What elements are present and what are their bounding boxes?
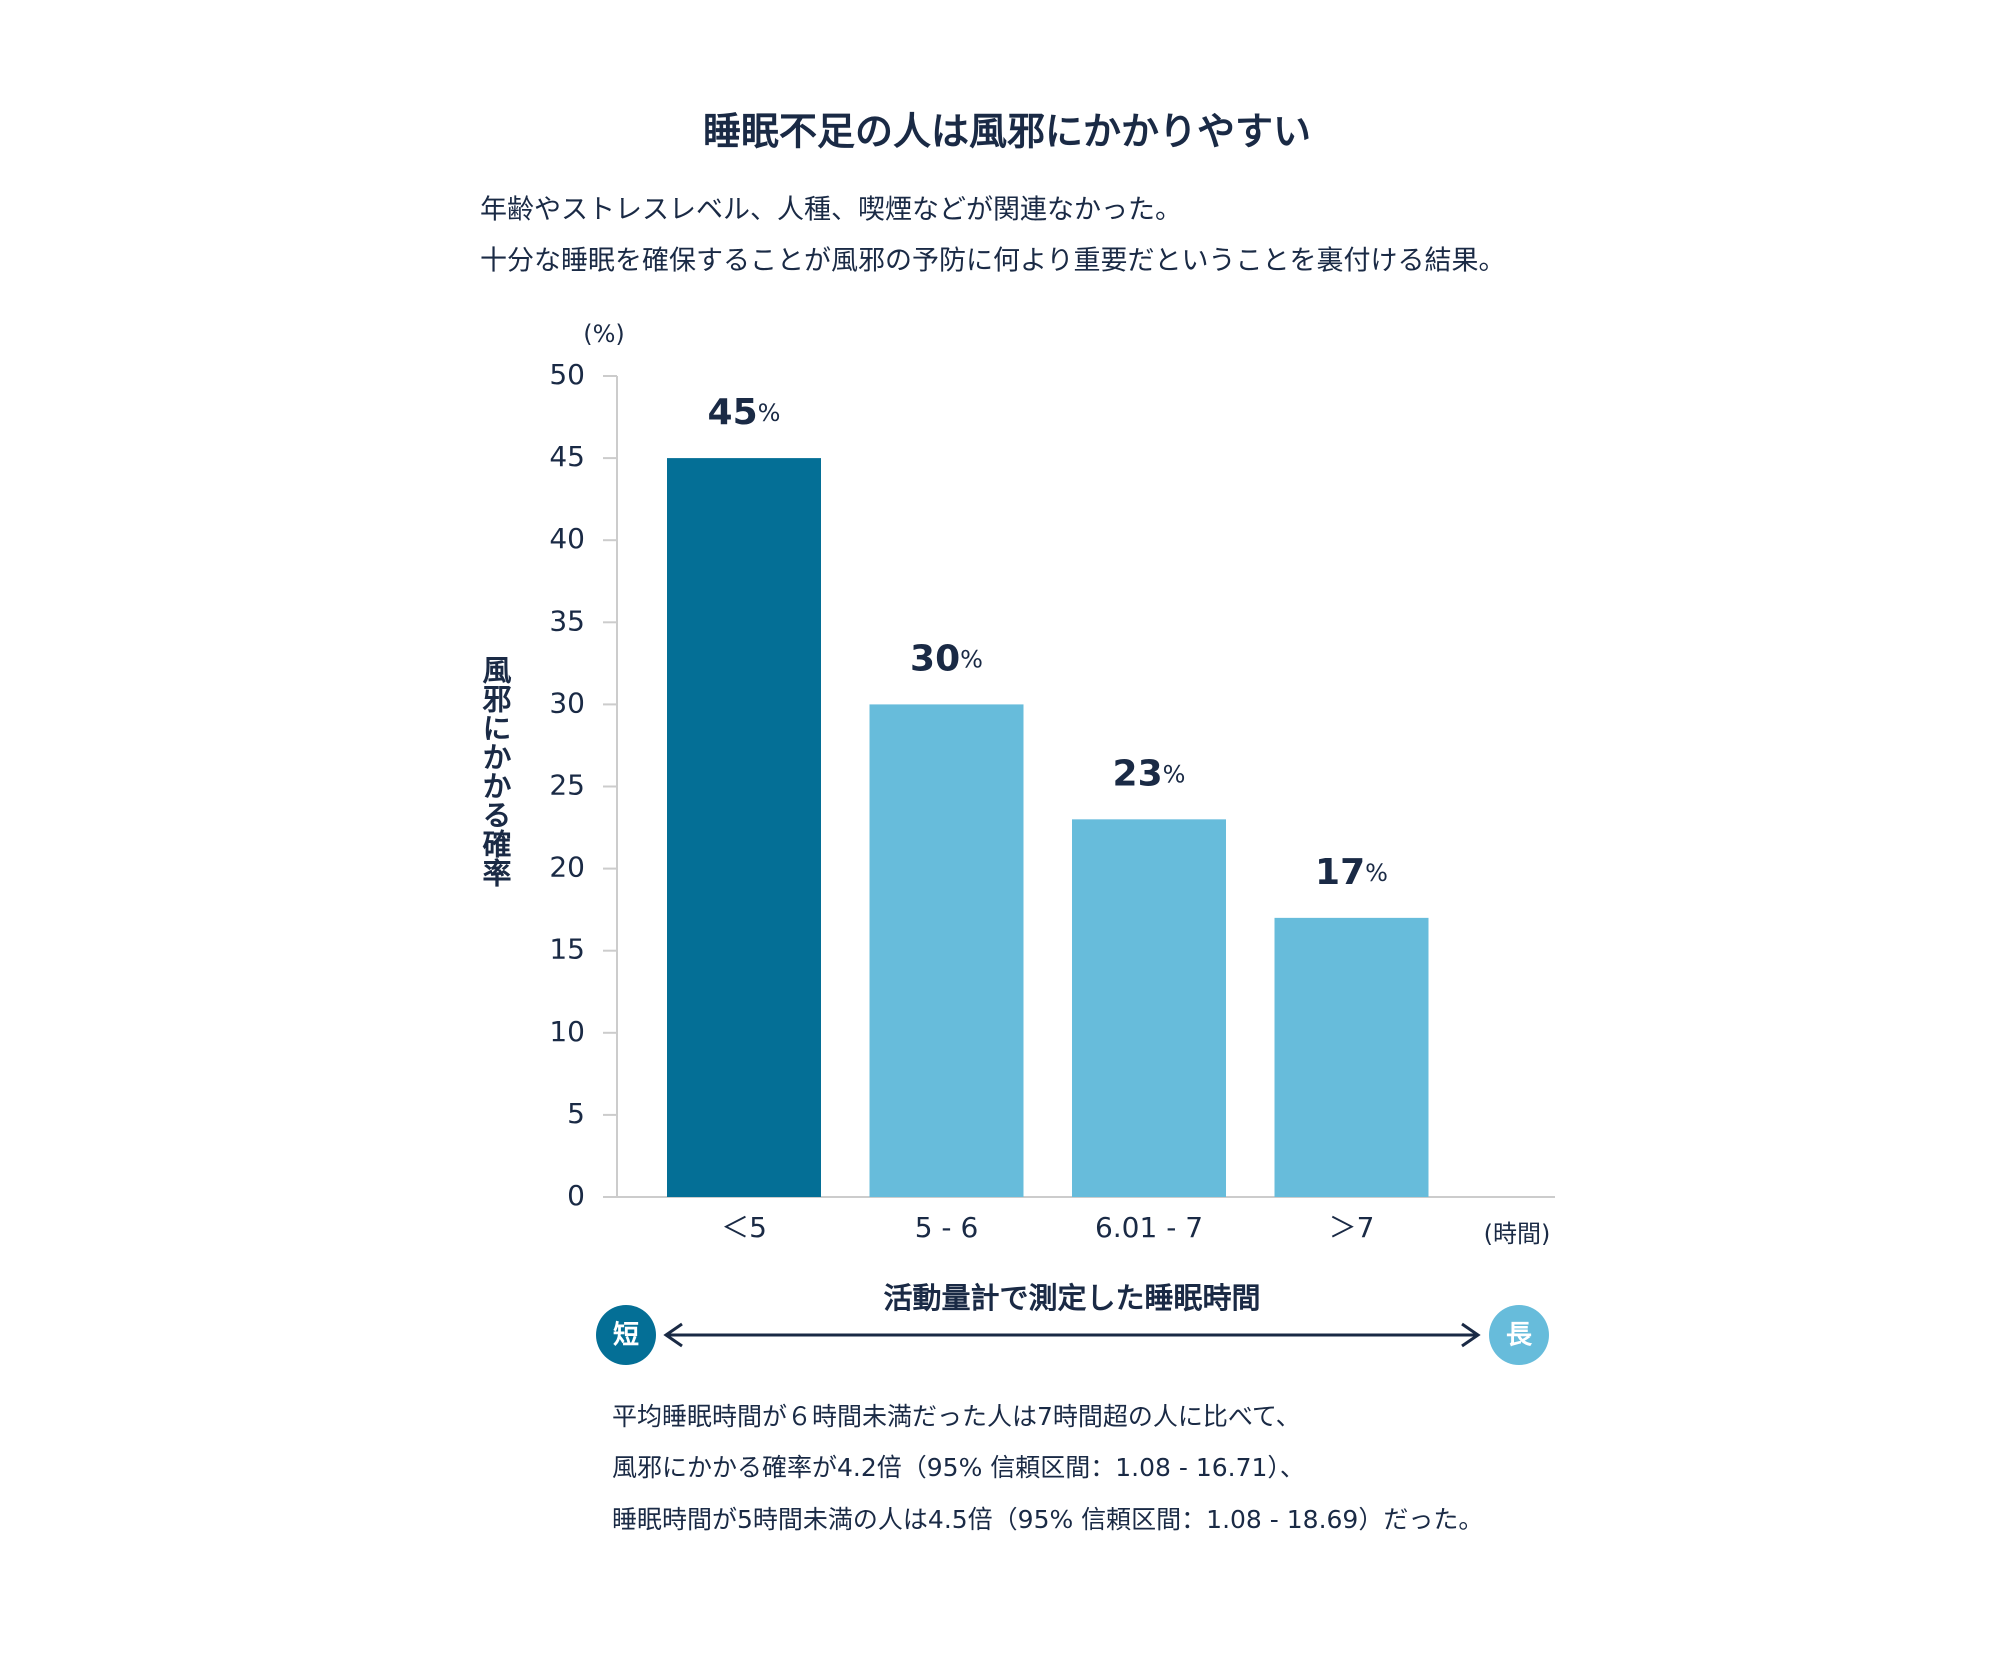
bar: [1274, 917, 1429, 1197]
value-label: 30%: [910, 638, 983, 679]
y-tick-label: 15: [549, 933, 585, 966]
y-tick-label: 25: [549, 769, 585, 802]
bar: [667, 458, 821, 1198]
annotation: 風邪にかかる確率が4.2倍（95% 信頼区間：1.08 - 16.71）、: [612, 1453, 1305, 1482]
y-unit: (%): [583, 320, 625, 348]
annotation: 平均睡眠時間が６時間未満だった人は7時間超の人に比べて、: [612, 1402, 1301, 1431]
chart-title: 睡眠不足の人は風邪にかかりやすい: [703, 110, 1311, 154]
value-label: 17%: [1315, 852, 1388, 893]
y-tick-label: 40: [549, 522, 585, 555]
x-unit: (時間): [1484, 1220, 1551, 1248]
value-label: 23%: [1113, 753, 1186, 794]
x-tick-label: 5 - 6: [915, 1211, 979, 1244]
y-tick-label: 5: [567, 1097, 585, 1130]
y-tick-label: 10: [549, 1015, 585, 1048]
value-label: 45%: [708, 392, 781, 433]
y-tick-label: 50: [549, 358, 585, 391]
annotation: 睡眠時間が5時間未満の人は4.5倍（95% 信頼区間：1.08 - 18.69）…: [612, 1505, 1483, 1534]
arrow-head: [663, 1322, 683, 1348]
y-tick-label: 30: [549, 686, 585, 719]
y-tick-label: 0: [567, 1179, 585, 1212]
y-tick-label: 35: [549, 604, 585, 637]
x-axis-label: 活動量計で測定した睡眠時間: [883, 1281, 1260, 1315]
x-tick-label: ＞7: [1329, 1211, 1375, 1244]
badge-label: 短: [613, 1321, 639, 1351]
x-tick-label: 6.01 - 7: [1095, 1211, 1203, 1244]
badge-label: 長: [1506, 1321, 1533, 1351]
y-axis-label: 風邪にかかる確率: [478, 655, 512, 887]
y-tick-label: 20: [549, 851, 585, 884]
x-tick-label: ＜5: [721, 1211, 767, 1244]
subtitle: 年齢やストレスレベル、人種、喫煙などが関連なかった。: [480, 195, 1182, 226]
subtitle: 十分な睡眠を確保することが風邪の予防に何より重要だということを裏付ける結果。: [480, 246, 1505, 277]
short-badge: [596, 1305, 656, 1365]
arrow-head: [1461, 1322, 1481, 1348]
long-badge: [1489, 1305, 1549, 1365]
y-tick-label: 45: [549, 440, 585, 473]
bar: [869, 704, 1024, 1197]
bar: [1072, 819, 1226, 1197]
